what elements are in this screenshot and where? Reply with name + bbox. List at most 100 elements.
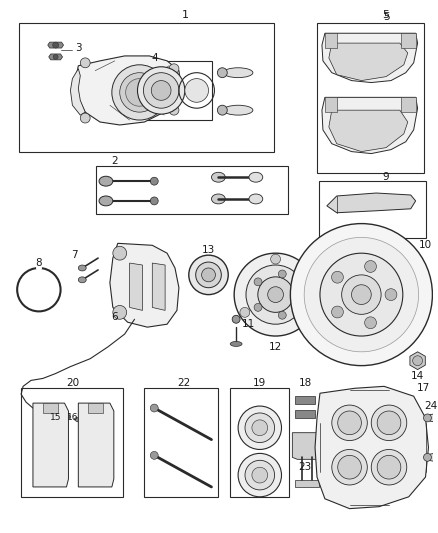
Polygon shape (292, 433, 322, 459)
Circle shape (278, 270, 286, 278)
Ellipse shape (99, 176, 113, 186)
Polygon shape (322, 33, 417, 83)
Text: 5: 5 (383, 12, 389, 22)
Ellipse shape (150, 197, 158, 205)
Text: 13: 13 (202, 245, 215, 255)
Ellipse shape (61, 413, 71, 418)
Polygon shape (327, 193, 416, 213)
Polygon shape (322, 98, 417, 154)
Ellipse shape (150, 177, 158, 185)
Bar (230, 389, 290, 497)
Ellipse shape (424, 414, 431, 422)
Circle shape (80, 113, 90, 123)
Circle shape (364, 317, 376, 329)
Circle shape (332, 271, 343, 283)
Polygon shape (33, 403, 68, 487)
Ellipse shape (212, 172, 225, 182)
Polygon shape (130, 263, 142, 310)
Text: 3: 3 (75, 43, 81, 53)
Polygon shape (329, 43, 408, 80)
Text: 17: 17 (417, 383, 430, 393)
Circle shape (413, 356, 423, 366)
Text: 4: 4 (151, 53, 158, 63)
Polygon shape (71, 69, 85, 115)
Circle shape (238, 454, 282, 497)
Ellipse shape (230, 342, 242, 346)
Circle shape (278, 311, 286, 319)
Ellipse shape (232, 316, 240, 323)
Circle shape (371, 449, 407, 485)
Bar (317, 23, 424, 173)
Circle shape (338, 455, 361, 479)
Circle shape (385, 289, 397, 301)
Circle shape (342, 275, 381, 314)
Circle shape (169, 105, 179, 115)
Circle shape (377, 455, 401, 479)
Bar (145, 389, 219, 497)
Circle shape (80, 58, 90, 68)
Circle shape (112, 65, 167, 120)
Polygon shape (401, 98, 416, 112)
Circle shape (332, 405, 367, 441)
Circle shape (371, 405, 407, 441)
Ellipse shape (427, 454, 438, 461)
Circle shape (377, 411, 401, 435)
Polygon shape (410, 352, 425, 369)
Polygon shape (152, 263, 165, 310)
Circle shape (254, 303, 262, 311)
Ellipse shape (249, 172, 263, 182)
Text: 5: 5 (382, 11, 389, 20)
Circle shape (151, 80, 171, 100)
Text: 11: 11 (241, 319, 254, 329)
Circle shape (234, 253, 317, 336)
Text: 23: 23 (299, 462, 312, 472)
Circle shape (304, 237, 419, 352)
Circle shape (150, 451, 158, 459)
Bar (19, 23, 274, 151)
Polygon shape (49, 54, 63, 60)
Circle shape (120, 72, 159, 112)
Ellipse shape (223, 68, 253, 78)
Bar (319, 181, 425, 238)
Polygon shape (75, 56, 181, 125)
Ellipse shape (78, 265, 86, 271)
Text: 19: 19 (253, 378, 266, 389)
Circle shape (196, 262, 221, 288)
Polygon shape (295, 480, 319, 487)
Circle shape (138, 67, 185, 114)
Circle shape (332, 449, 367, 485)
Circle shape (44, 411, 54, 421)
Bar (37, 416, 64, 473)
Ellipse shape (78, 277, 86, 283)
Circle shape (258, 277, 293, 312)
Ellipse shape (99, 196, 113, 206)
Polygon shape (110, 244, 179, 327)
Circle shape (126, 78, 153, 106)
Text: 12: 12 (269, 342, 282, 352)
Text: 1: 1 (181, 11, 188, 20)
Text: 24: 24 (424, 401, 437, 411)
Text: 6: 6 (112, 312, 118, 322)
Text: 14: 14 (411, 372, 424, 382)
Circle shape (268, 287, 283, 303)
Circle shape (338, 411, 361, 435)
Text: 22: 22 (177, 378, 191, 389)
Polygon shape (401, 33, 416, 48)
Circle shape (53, 42, 59, 48)
Circle shape (293, 290, 301, 298)
Ellipse shape (212, 194, 225, 204)
Ellipse shape (223, 105, 253, 115)
Text: 7: 7 (71, 250, 78, 260)
Polygon shape (48, 42, 64, 48)
Polygon shape (329, 110, 408, 151)
Text: 2: 2 (112, 157, 118, 166)
Text: 8: 8 (35, 258, 42, 268)
Circle shape (364, 261, 376, 272)
Circle shape (113, 246, 127, 260)
Circle shape (332, 306, 343, 318)
Circle shape (238, 406, 282, 449)
Text: 20: 20 (66, 378, 79, 389)
Bar (21, 389, 123, 497)
Polygon shape (325, 98, 337, 112)
Ellipse shape (217, 105, 227, 115)
